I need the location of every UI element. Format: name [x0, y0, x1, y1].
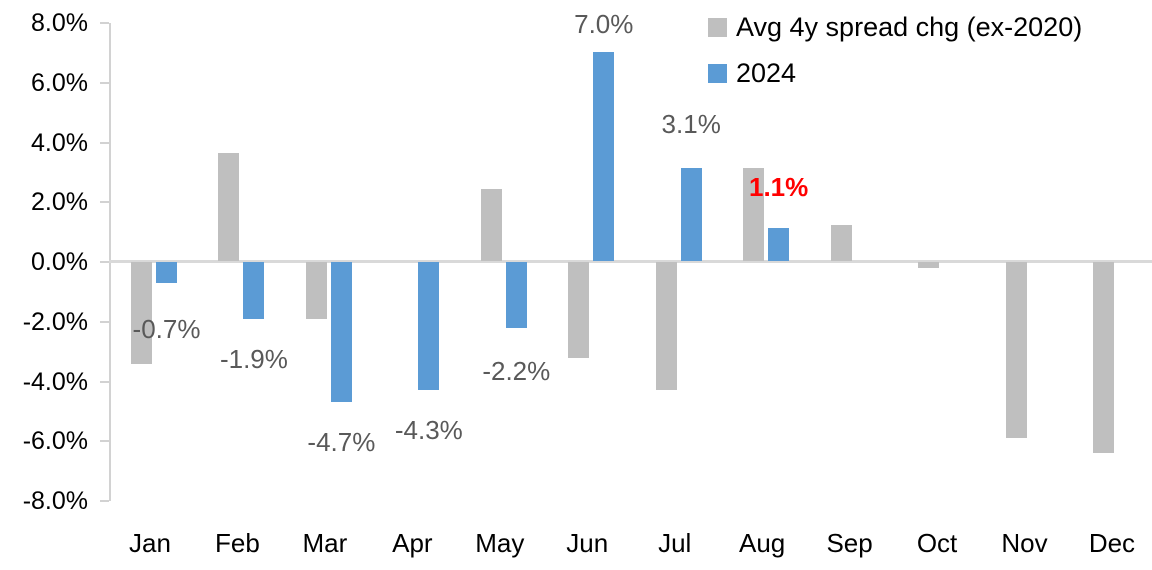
data-label-jan: -0.7% — [132, 313, 201, 344]
bar-2024-may — [505, 262, 527, 328]
data-label-aug: 1.1% — [749, 172, 809, 203]
bar-2024-jul — [680, 168, 702, 261]
x-tick-label-may: May — [475, 528, 525, 558]
bar-avg-4y-spread-chg-ex-2020--mar — [305, 262, 327, 319]
x-tick-label-jan: Jan — [129, 528, 171, 558]
data-label-apr: -4.3% — [394, 415, 463, 446]
bar-2024-aug — [768, 228, 790, 261]
x-tick-label-jul: Jul — [658, 528, 692, 558]
bar-avg-4y-spread-chg-ex-2020--dec — [1092, 262, 1114, 454]
bar-avg-4y-spread-chg-ex-2020--may — [480, 189, 502, 261]
zero-gridline — [109, 260, 1152, 263]
y-tick-label: -4.0% — [22, 367, 88, 396]
legend-label: Avg 4y spread chg (ex-2020) — [736, 11, 1083, 42]
bar-2024-feb — [243, 262, 265, 319]
bar-avg-4y-spread-chg-ex-2020--jun — [568, 262, 590, 358]
x-tick-label-feb: Feb — [215, 528, 260, 558]
y-tick-mark — [100, 141, 109, 144]
legend-item-2024: 2024 — [708, 56, 1082, 90]
x-tick-label-dec: Dec — [1088, 528, 1136, 558]
legend-label: 2024 — [736, 57, 797, 88]
y-tick-mark — [100, 440, 109, 443]
y-tick-label: -2.0% — [22, 307, 88, 336]
data-label-mar: -4.7% — [307, 427, 376, 458]
data-label-feb: -1.9% — [219, 343, 288, 374]
legend-item-avg-4y-spread-chg-ex-2020-: Avg 4y spread chg (ex-2020) — [708, 10, 1082, 44]
bar-2024-jan — [156, 262, 177, 283]
x-tick-label-apr: Apr — [392, 528, 433, 558]
legend-swatch-icon — [708, 17, 727, 37]
x-tick-label-jun: Jun — [566, 528, 609, 558]
y-tick-mark — [100, 22, 109, 24]
y-tick-mark — [100, 500, 109, 502]
x-tick-label-sep: Sep — [826, 528, 873, 558]
legend-swatch-icon — [708, 63, 727, 83]
bar-2024-jun — [593, 51, 615, 261]
x-tick-label-oct: Oct — [916, 528, 958, 558]
bar-2024-mar — [330, 262, 352, 403]
data-label-may: -2.2% — [482, 355, 551, 386]
y-tick-mark — [100, 261, 109, 263]
data-label-jun: 7.0% — [574, 8, 634, 39]
y-tick-label: -6.0% — [22, 427, 88, 456]
y-tick-mark — [100, 201, 109, 204]
bar-avg-4y-spread-chg-ex-2020--sep — [830, 225, 852, 261]
y-tick-mark — [100, 320, 109, 323]
x-tick-label-mar: Mar — [302, 528, 348, 558]
y-tick-label: 2.0% — [31, 188, 88, 217]
bar-avg-4y-spread-chg-ex-2020--aug — [743, 168, 765, 261]
bar-2024-apr — [418, 262, 440, 391]
y-tick-label: 6.0% — [31, 68, 88, 97]
y-tick-label: 0.0% — [31, 248, 88, 276]
legend: Avg 4y spread chg (ex-2020) 2024 — [708, 10, 1082, 102]
bar-avg-4y-spread-chg-ex-2020--oct — [918, 262, 940, 268]
y-tick-label: -8.0% — [22, 487, 88, 515]
y-tick-mark — [100, 81, 109, 84]
bar-avg-4y-spread-chg-ex-2020--jul — [655, 262, 677, 391]
y-tick-label: 4.0% — [31, 128, 88, 157]
bar-avg-4y-spread-chg-ex-2020--feb — [218, 153, 240, 261]
y-tick-mark — [100, 380, 109, 383]
y-tick-label: 8.0% — [31, 9, 88, 37]
bar-avg-4y-spread-chg-ex-2020--nov — [1005, 262, 1027, 439]
x-tick-label-aug: Aug — [739, 528, 786, 558]
bar-avg-4y-spread-chg-ex-2020--jan — [131, 262, 152, 364]
x-tick-label-nov: Nov — [1001, 528, 1048, 558]
data-label-jul: 3.1% — [661, 109, 721, 140]
